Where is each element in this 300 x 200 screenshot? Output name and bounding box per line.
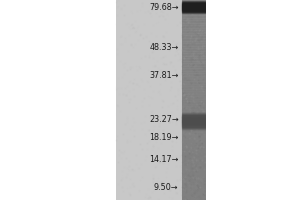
Bar [0,0,116,200]
Text: 23.27→: 23.27→ [149,114,178,123]
Text: 48.33→: 48.33→ [149,43,178,51]
Bar [116,0,182,200]
Text: 79.68→: 79.68→ [149,2,178,11]
Text: 18.19→: 18.19→ [149,134,178,142]
Text: 9.50→: 9.50→ [154,184,178,192]
Text: 37.81→: 37.81→ [149,72,178,80]
Bar [182,0,206,200]
Text: 14.17→: 14.17→ [149,156,178,164]
Bar [206,0,300,200]
